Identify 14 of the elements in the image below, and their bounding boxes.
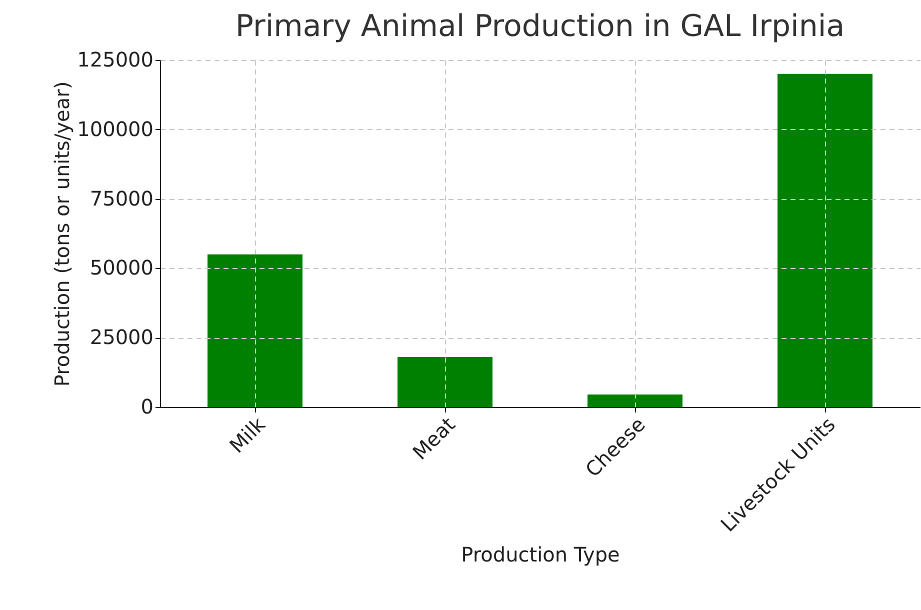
x-tick-label: Milk	[224, 412, 270, 458]
y-tick-label: 125000	[77, 48, 154, 72]
bar	[398, 357, 492, 407]
bar	[588, 394, 682, 407]
bar	[778, 74, 872, 407]
x-axis-title: Production Type	[461, 542, 620, 567]
y-tick-label: 50000	[90, 256, 154, 280]
y-tick-label: 100000	[77, 116, 154, 141]
y-tick-label: 0	[140, 394, 154, 418]
y-tick-label: 75000	[90, 186, 154, 210]
y-tick-label: 25000	[90, 325, 154, 350]
bar	[208, 254, 302, 407]
chart-title: Primary Animal Production in GAL Irpinia	[235, 9, 845, 44]
y-axis-title: Production (tons or units/year)	[50, 81, 74, 387]
